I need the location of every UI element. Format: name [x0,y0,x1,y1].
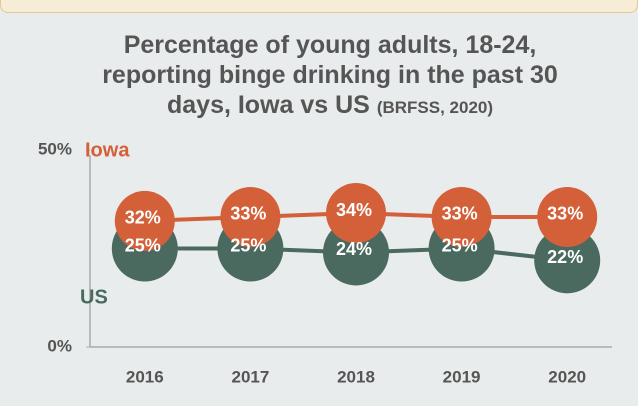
marker [220,186,281,247]
data-label: 34% [336,200,372,220]
data-label: 33% [547,204,583,224]
marker [537,186,598,247]
data-label: 32% [125,208,161,228]
x-tick-label: 2020 [548,367,586,386]
data-label: 22% [547,247,583,267]
marker [431,186,492,247]
marker [534,227,601,294]
chart-title: Percentage of young adults, 18-24, repor… [102,31,558,119]
marker [326,183,386,244]
x-tick-label: 2018 [337,367,375,386]
data-label: 33% [442,204,478,224]
y-tick-label: 50% [38,139,72,158]
x-tick-label: 2017 [231,367,269,386]
title-block: Percentage of young adults, 18-24, repor… [80,30,580,123]
data-label: 33% [230,204,266,224]
data-label: 25% [230,235,266,255]
marker [114,190,175,251]
x-tick-label: 2019 [443,367,481,386]
data-label: 25% [125,235,161,255]
series-name: Iowa [85,139,130,161]
data-label: 24% [336,239,372,259]
chart-subtitle: (BRFSS, 2020) [376,98,494,117]
series-name: US [80,286,108,308]
y-tick-label: 0% [47,336,72,355]
data-label: 25% [442,235,478,255]
x-tick-label: 2016 [126,367,164,386]
